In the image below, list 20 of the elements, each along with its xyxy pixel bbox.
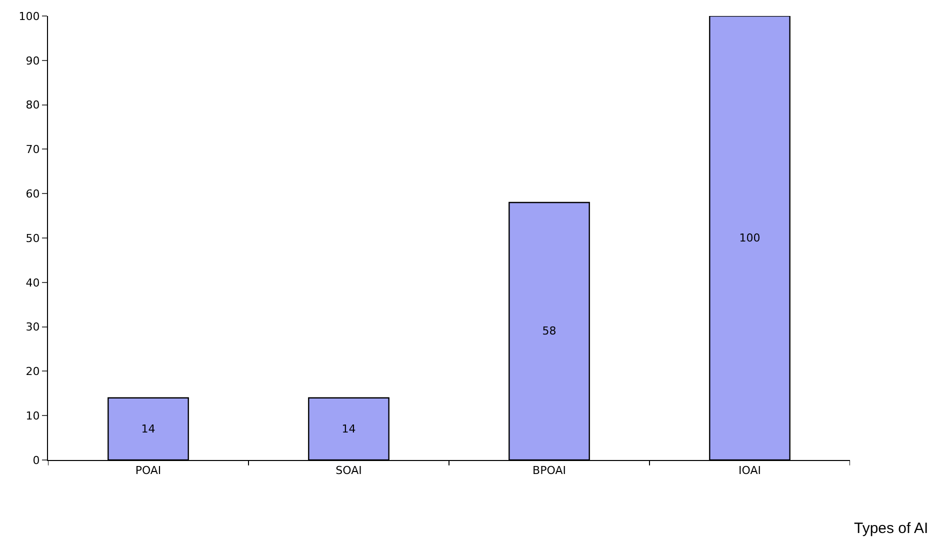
x-tick-label: POAI	[135, 464, 162, 478]
y-tick-label: 20	[26, 365, 40, 378]
y-tick-label: 30	[26, 320, 40, 334]
x-tick-label: SOAI	[336, 464, 362, 478]
y-tick-label: 100	[18, 10, 40, 23]
y-tick-label: 40	[26, 276, 40, 290]
y-tick-label: 50	[26, 232, 40, 245]
data-label: 14	[342, 422, 356, 436]
y-tick-label: 90	[26, 54, 40, 68]
data-label: 58	[542, 324, 556, 338]
y-tick-label: 10	[26, 409, 40, 422]
data-label: 14	[141, 422, 156, 436]
x-tick-label: IOAI	[738, 464, 761, 478]
y-tick-label: 0	[32, 454, 40, 467]
y-tick-label: 80	[26, 98, 40, 112]
data-label: 100	[739, 232, 760, 244]
x-tick-label: BPOAI	[532, 464, 566, 478]
y-tick-label: 60	[26, 187, 40, 200]
y-tick-label: 70	[26, 143, 40, 156]
x-axis-title: Types of AI	[854, 520, 928, 537]
